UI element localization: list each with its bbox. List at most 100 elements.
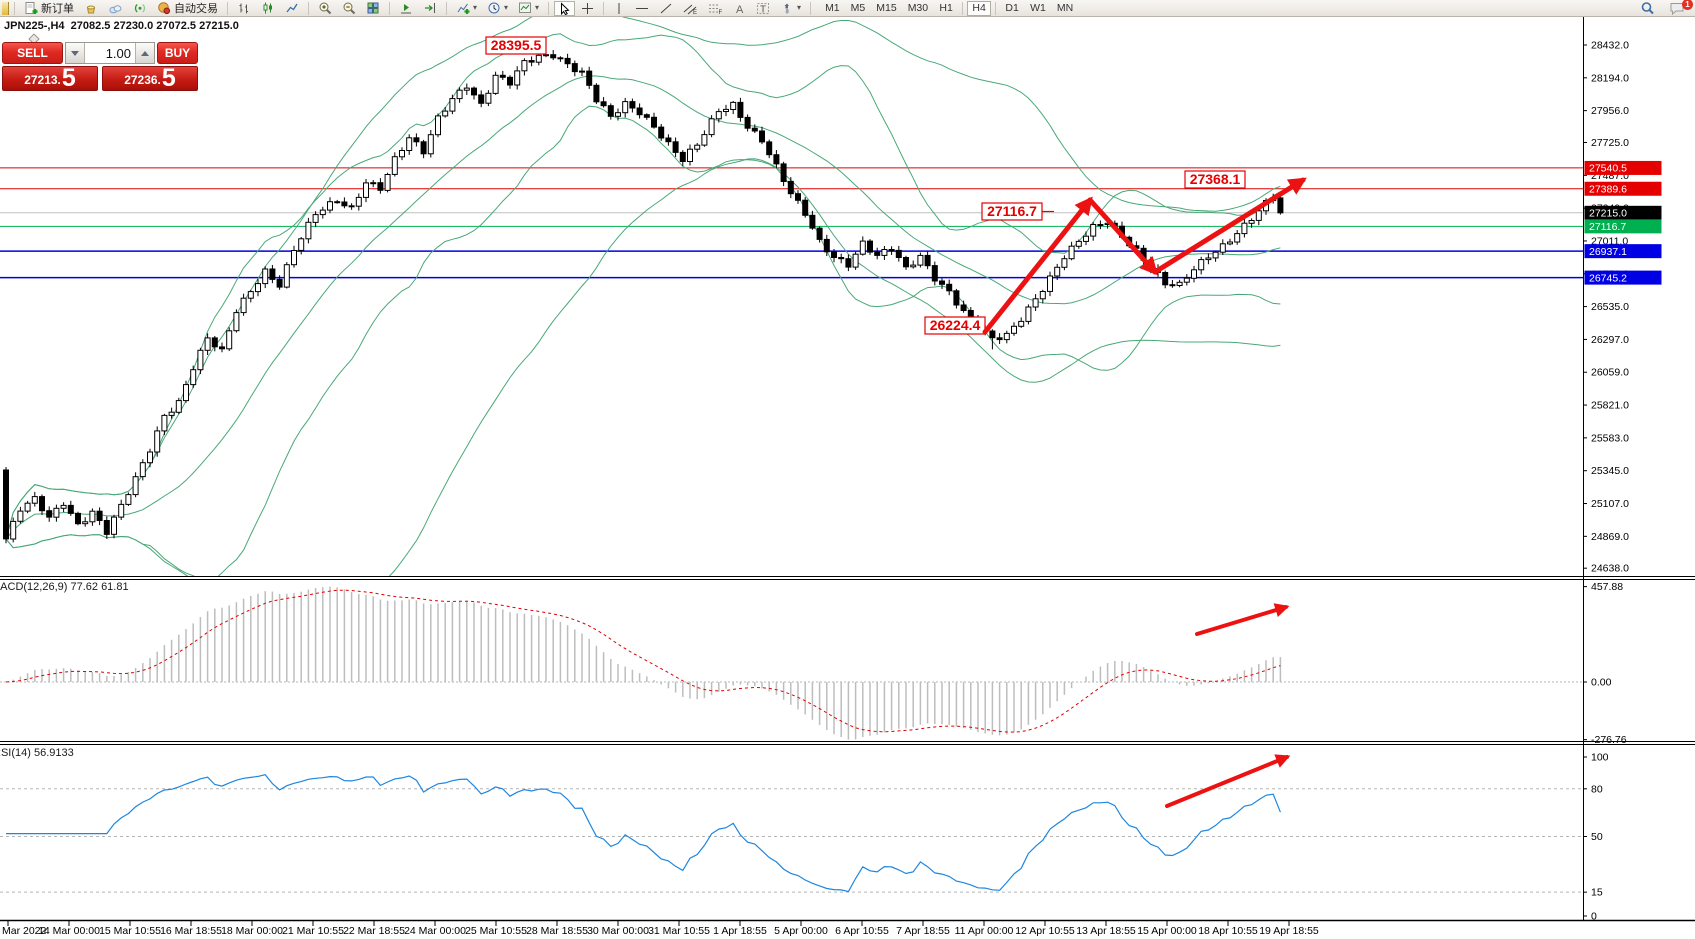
candle-body [665,137,672,143]
candle-body [579,70,585,73]
timeframe-m5-button[interactable]: M5 [846,1,871,16]
new-order-button[interactable]: 新订单 [20,1,78,16]
trend-arrow[interactable] [982,196,1093,335]
candle-body [147,451,153,464]
bar-chart-button[interactable] [233,1,255,16]
time-axis-label: 13 Apr 18:55 [1076,925,1136,937]
time-axis-label: 19 Apr 18:55 [1259,925,1319,937]
candle-body [161,414,168,432]
zoom-in-icon [319,2,332,15]
auto-scroll-icon [401,4,411,14]
candle-body [1227,241,1233,245]
buy-price-display[interactable]: 27236. 5 [102,66,198,91]
tile-windows-button[interactable] [362,1,384,16]
candle-body [737,101,744,118]
candle-body [867,240,873,253]
price-badge [1584,219,1662,234]
candle-body [1212,251,1219,259]
timeframe-h4-button[interactable]: H4 [967,0,992,16]
candle-body [759,130,765,143]
styles-bucket-button[interactable] [80,1,102,16]
volume-input[interactable] [85,43,135,63]
buy-button[interactable]: BUY [157,42,198,64]
timeframe-mn-button[interactable]: MN [1052,1,1078,16]
volume-decrease-button[interactable] [66,43,85,63]
time-axis-label: 7 Apr 18:55 [896,925,950,937]
chart-shift-button[interactable] [419,1,441,16]
chat-button[interactable]: 1 [1665,0,1693,16]
periods-button[interactable]: ▾ [483,1,512,16]
ohlc-bars-icon [239,3,248,14]
candle-body [449,98,456,112]
candle-body [233,312,240,332]
market-cloud-button[interactable] [104,1,127,16]
candle-body [1176,281,1183,286]
timeframe-h1-button[interactable]: H1 [934,1,958,16]
candle-body [499,74,506,78]
tile-windows-icon [367,2,379,14]
zoom-in-button[interactable] [314,1,336,16]
timeframe-m30-button[interactable]: M30 [903,1,933,16]
trendline-icon [660,3,672,13]
text-label-button[interactable]: T [752,1,774,16]
volume-increase-button[interactable] [135,43,154,63]
text-button[interactable]: A [729,1,750,16]
candle-body [651,116,657,128]
sell-price-display[interactable]: 27213. 5 [2,66,98,91]
candle-chart-button[interactable] [257,1,279,16]
timeframe-m15-button[interactable]: M15 [871,1,901,16]
candle-body [240,297,247,314]
candle-body [442,110,449,117]
candle-body [600,101,607,107]
vertical-line-button[interactable] [609,1,629,16]
bollinger-band-line [5,105,1281,577]
candle-body [118,503,125,518]
candle-body [17,510,24,522]
candle-body [622,101,629,114]
autotrading-button[interactable]: 自动交易 [153,1,222,16]
crosshair-button[interactable] [577,1,598,16]
timeframe-w1-button[interactable]: W1 [1025,1,1051,16]
trend-arrow[interactable] [1165,754,1291,808]
price-badge [1584,160,1662,175]
indicators-button[interactable]: ▾ [452,1,481,16]
candle-body [859,240,866,255]
time-axis-label: 15 Apr 00:00 [1137,925,1197,937]
candle-body [557,57,564,60]
candle-body [60,504,67,509]
cursor-button[interactable] [554,0,576,16]
candle-body [485,92,492,104]
search-button[interactable] [1636,1,1659,16]
price-axis-layer[interactable]: 28432.028194.027956.027725.027487.027249… [1583,40,1662,923]
candle-body [852,253,859,268]
symbol-ohlc-header: JPN225-,H4 27082.5 27230.0 27072.5 27215… [4,20,239,32]
zoom-out-button[interactable] [338,1,360,16]
trend-arrow[interactable] [1195,603,1290,636]
trend-arrow[interactable] [1152,177,1307,275]
signals-button[interactable] [129,1,151,16]
timeframe-d1-button[interactable]: D1 [1000,1,1024,16]
auto-scroll-button[interactable] [395,1,417,16]
candle-body [1068,245,1075,260]
templates-button[interactable]: ▾ [514,1,543,16]
trendline-button[interactable] [655,1,677,16]
rsi-axis-label: 80 [1591,783,1603,795]
candle-body [708,118,715,136]
trend-arrow[interactable] [1087,197,1159,276]
fibonacci-button[interactable]: F [704,1,727,16]
equidistant-channel-button[interactable]: E [679,1,702,16]
line-chart-button[interactable] [281,1,303,16]
rsi-axis-label: 50 [1591,831,1603,843]
candle-body [492,74,499,94]
sell-button[interactable]: SELL [2,42,63,64]
price-annotation-box[interactable] [485,36,547,55]
candle-body [838,257,845,260]
price-annotation-box[interactable] [1184,170,1246,189]
arrows-tool-button[interactable]: ▾ [776,1,805,16]
timeframe-m1-button[interactable]: M1 [820,1,845,16]
horizontal-line-button[interactable] [631,1,653,16]
candle-body [1169,284,1176,287]
candle-body [550,54,557,59]
price-annotation-box[interactable] [924,316,986,335]
